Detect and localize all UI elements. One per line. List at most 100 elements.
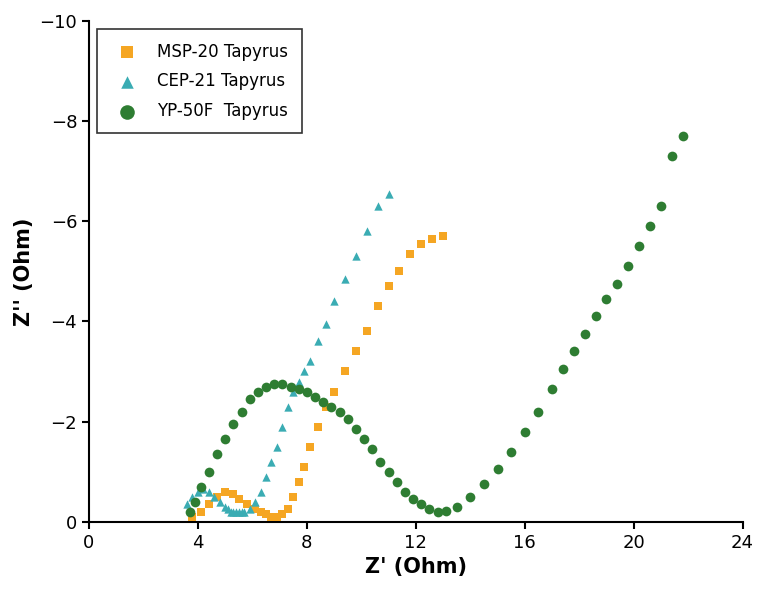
YP-50F  Tapyrus	[358, 434, 370, 444]
MSP-20 Tapyrus	[382, 282, 395, 291]
CEP-21 Tapyrus	[227, 507, 240, 517]
YP-50F  Tapyrus	[243, 394, 256, 404]
MSP-20 Tapyrus	[372, 301, 384, 311]
CEP-21 Tapyrus	[260, 472, 272, 482]
MSP-20 Tapyrus	[211, 492, 223, 501]
CEP-21 Tapyrus	[382, 189, 395, 199]
YP-50F  Tapyrus	[451, 502, 463, 511]
MSP-20 Tapyrus	[241, 499, 253, 509]
MSP-20 Tapyrus	[265, 512, 277, 521]
YP-50F  Tapyrus	[578, 329, 591, 339]
YP-50F  Tapyrus	[589, 311, 601, 321]
MSP-20 Tapyrus	[312, 422, 324, 431]
CEP-21 Tapyrus	[214, 497, 226, 506]
YP-50F  Tapyrus	[518, 427, 531, 436]
CEP-21 Tapyrus	[181, 499, 194, 509]
CEP-21 Tapyrus	[192, 487, 204, 496]
MSP-20 Tapyrus	[303, 442, 316, 452]
MSP-20 Tapyrus	[393, 267, 406, 276]
MSP-20 Tapyrus	[276, 509, 289, 519]
CEP-21 Tapyrus	[282, 402, 294, 411]
MSP-20 Tapyrus	[339, 367, 351, 376]
YP-50F  Tapyrus	[432, 507, 444, 517]
MSP-20 Tapyrus	[426, 234, 439, 243]
Legend: MSP-20 Tapyrus, CEP-21 Tapyrus, YP-50F  Tapyrus: MSP-20 Tapyrus, CEP-21 Tapyrus, YP-50F T…	[98, 29, 302, 133]
CEP-21 Tapyrus	[271, 442, 283, 452]
YP-50F  Tapyrus	[268, 379, 280, 389]
CEP-21 Tapyrus	[230, 507, 242, 517]
MSP-20 Tapyrus	[219, 487, 231, 496]
CEP-21 Tapyrus	[319, 319, 332, 329]
YP-50F  Tapyrus	[235, 407, 247, 416]
YP-50F  Tapyrus	[284, 382, 296, 391]
YP-50F  Tapyrus	[382, 467, 395, 476]
CEP-21 Tapyrus	[238, 507, 250, 517]
YP-50F  Tapyrus	[219, 434, 231, 444]
CEP-21 Tapyrus	[222, 505, 234, 514]
YP-50F  Tapyrus	[317, 397, 329, 406]
CEP-21 Tapyrus	[235, 507, 247, 517]
YP-50F  Tapyrus	[415, 499, 428, 509]
CEP-21 Tapyrus	[219, 502, 231, 511]
MSP-20 Tapyrus	[249, 505, 261, 514]
MSP-20 Tapyrus	[298, 462, 310, 472]
YP-50F  Tapyrus	[227, 420, 240, 429]
YP-50F  Tapyrus	[260, 382, 272, 391]
YP-50F  Tapyrus	[211, 449, 223, 459]
YP-50F  Tapyrus	[464, 492, 476, 501]
YP-50F  Tapyrus	[492, 465, 504, 474]
CEP-21 Tapyrus	[303, 357, 316, 366]
MSP-20 Tapyrus	[415, 239, 428, 248]
Y-axis label: Z'' (Ohm): Z'' (Ohm)	[14, 217, 34, 326]
YP-50F  Tapyrus	[633, 242, 645, 251]
MSP-20 Tapyrus	[437, 232, 449, 241]
MSP-20 Tapyrus	[271, 512, 283, 521]
YP-50F  Tapyrus	[622, 262, 634, 271]
YP-50F  Tapyrus	[478, 479, 490, 489]
YP-50F  Tapyrus	[532, 407, 545, 416]
YP-50F  Tapyrus	[611, 279, 624, 288]
YP-50F  Tapyrus	[333, 407, 346, 416]
CEP-21 Tapyrus	[249, 497, 261, 506]
YP-50F  Tapyrus	[309, 392, 321, 401]
CEP-21 Tapyrus	[349, 252, 362, 261]
YP-50F  Tapyrus	[203, 467, 215, 476]
YP-50F  Tapyrus	[301, 387, 313, 396]
YP-50F  Tapyrus	[342, 414, 354, 424]
CEP-21 Tapyrus	[203, 487, 215, 496]
YP-50F  Tapyrus	[439, 506, 452, 515]
CEP-21 Tapyrus	[254, 487, 266, 496]
MSP-20 Tapyrus	[194, 507, 207, 517]
CEP-21 Tapyrus	[293, 377, 305, 387]
MSP-20 Tapyrus	[404, 249, 416, 258]
YP-50F  Tapyrus	[644, 222, 656, 231]
CEP-21 Tapyrus	[187, 492, 199, 501]
CEP-21 Tapyrus	[265, 457, 277, 466]
YP-50F  Tapyrus	[325, 402, 337, 411]
YP-50F  Tapyrus	[276, 379, 289, 389]
YP-50F  Tapyrus	[293, 384, 305, 394]
CEP-21 Tapyrus	[372, 202, 384, 211]
YP-50F  Tapyrus	[557, 364, 569, 374]
CEP-21 Tapyrus	[328, 297, 340, 306]
CEP-21 Tapyrus	[208, 492, 220, 501]
YP-50F  Tapyrus	[374, 457, 386, 466]
MSP-20 Tapyrus	[361, 327, 373, 336]
MSP-20 Tapyrus	[233, 495, 245, 504]
CEP-21 Tapyrus	[233, 507, 245, 517]
CEP-21 Tapyrus	[287, 387, 300, 396]
CEP-21 Tapyrus	[197, 485, 210, 494]
MSP-20 Tapyrus	[254, 507, 266, 517]
MSP-20 Tapyrus	[187, 512, 199, 521]
YP-50F  Tapyrus	[184, 507, 196, 517]
YP-50F  Tapyrus	[391, 477, 403, 486]
YP-50F  Tapyrus	[366, 444, 379, 454]
CEP-21 Tapyrus	[276, 422, 289, 431]
YP-50F  Tapyrus	[407, 495, 419, 504]
MSP-20 Tapyrus	[227, 489, 240, 499]
MSP-20 Tapyrus	[349, 347, 362, 356]
CEP-21 Tapyrus	[224, 507, 237, 517]
YP-50F  Tapyrus	[601, 294, 613, 304]
YP-50F  Tapyrus	[252, 387, 264, 396]
YP-50F  Tapyrus	[546, 384, 558, 394]
